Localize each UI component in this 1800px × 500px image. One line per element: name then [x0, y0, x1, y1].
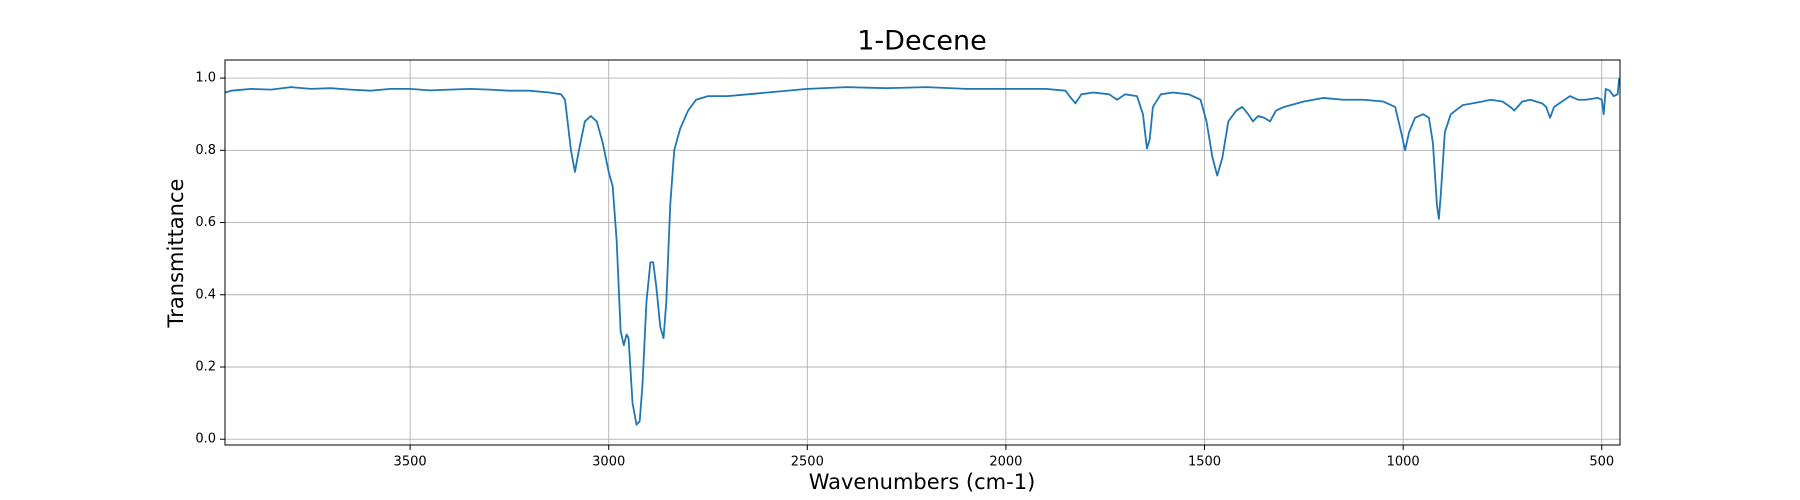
x-tick-label: 3000	[592, 455, 625, 470]
chart-title: 1-Decene	[857, 26, 987, 57]
x-tick-label: 3500	[394, 455, 427, 470]
y-tick-label: 1.0	[195, 71, 216, 86]
y-tick-label: 0.6	[195, 215, 216, 230]
x-tick-label: 2500	[791, 455, 824, 470]
x-axis-label: Wavenumbers (cm-1)	[809, 470, 1036, 494]
y-tick-label: 0.8	[195, 143, 216, 158]
y-tick-label: 0.2	[195, 359, 216, 374]
x-tick-label: 1000	[1387, 455, 1420, 470]
x-tick-label: 2000	[989, 455, 1022, 470]
spectrum-line	[224, 77, 1621, 426]
y-axis-label: Transmittance	[164, 179, 188, 329]
x-tick-label: 1500	[1188, 455, 1221, 470]
x-tick-label: 500	[1589, 455, 1614, 470]
y-tick-label: 0.4	[195, 287, 216, 302]
y-tick-label: 0.0	[195, 432, 216, 447]
plot-frame	[224, 59, 1621, 446]
